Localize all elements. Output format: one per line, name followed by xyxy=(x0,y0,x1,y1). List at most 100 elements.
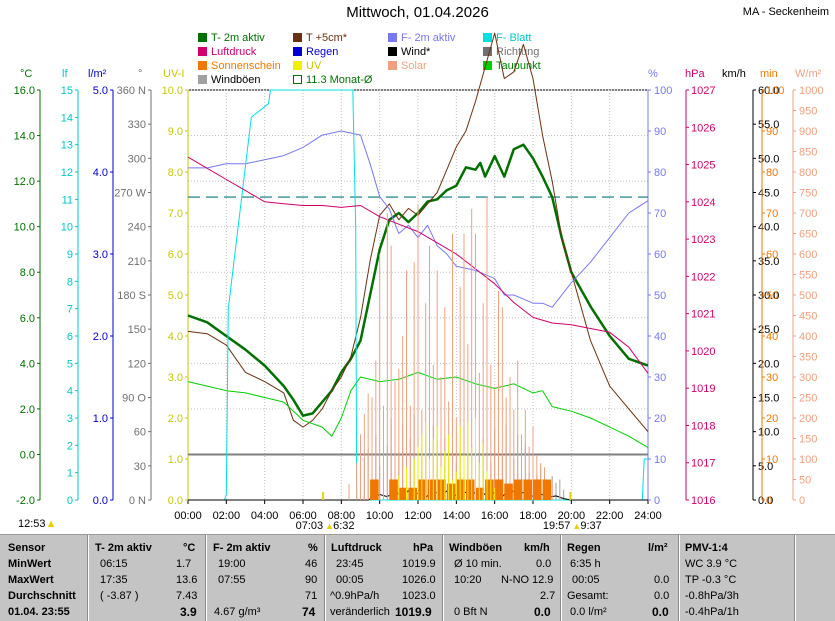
legend-swatch xyxy=(293,33,302,42)
axis-tick-label: 50.0 xyxy=(758,153,779,165)
axis-tick-label: 10.0 xyxy=(162,85,183,97)
axis-tick-label: 10.0 xyxy=(758,427,779,439)
sunset-tail: 9:37 xyxy=(580,520,601,532)
divider xyxy=(206,535,207,621)
axis-tick-label: 1016 xyxy=(691,495,715,507)
axis-unit-label: UV-I xyxy=(163,68,185,80)
legend-item: Sonnenschein xyxy=(198,60,281,72)
x-tick-label: 14:00 xyxy=(443,510,471,522)
bar-Sonnenschein xyxy=(389,479,398,500)
press-current-value: 1019.9 xyxy=(395,605,432,619)
axis-tick-label: 4.0 xyxy=(20,358,35,370)
bar-Sonnenschein xyxy=(370,479,379,500)
axis-tick-label: 70 xyxy=(766,208,778,220)
press-trend-3h: -0.8hPa/3h xyxy=(685,590,739,602)
axis-tick-label: 10 xyxy=(654,454,666,466)
legend-item: Taupunkt xyxy=(483,60,541,72)
axis-tick-label: 13 xyxy=(61,140,73,152)
axis-tick-label: 180 S xyxy=(117,290,146,302)
axis-tick-label: 1018 xyxy=(691,420,715,432)
axis-tick-label: 12 xyxy=(61,167,73,179)
hum-header: F- 2m aktiv xyxy=(213,542,271,554)
current-timestamp: 01.04. 23:55 xyxy=(8,606,70,618)
axis-tick-label: 50 xyxy=(654,290,666,302)
axis-tick-label: 1026 xyxy=(691,122,715,134)
legend-label: UV xyxy=(306,60,322,72)
gust-max-time: 10:20 xyxy=(454,574,482,586)
axis-tick-label: 90 O xyxy=(122,393,146,405)
chart-title: Mittwoch, 01.04.2026 xyxy=(346,4,489,21)
sun-icon: ▲ xyxy=(45,518,57,530)
axis-tick-label: 210 xyxy=(128,256,146,268)
gust-max-direction: N-NO xyxy=(501,574,530,586)
axis-tick-label: 500 xyxy=(799,290,817,302)
gust-beaufort: 0 Bft N xyxy=(454,606,488,618)
hum-absolute: 4.67 g/m³ xyxy=(214,606,261,618)
legend-swatch xyxy=(293,61,302,70)
axis-tick-label: 4.0 xyxy=(168,331,183,343)
gust-avg-value: 2.7 xyxy=(540,590,556,602)
axis-tick-label: 15.0 xyxy=(758,393,779,405)
legend-label: 11.3 Monat-Ø xyxy=(306,74,373,86)
divider xyxy=(88,535,89,621)
axis-tick-label: 6 xyxy=(67,331,73,343)
axis-tick-label: 0.0 xyxy=(20,449,35,461)
axis-tick-label: 80 xyxy=(766,167,778,179)
axis-tick-label: 400 xyxy=(799,331,817,343)
hum-max-time: 07:55 xyxy=(218,574,246,586)
axis-unit-label: % xyxy=(648,68,658,80)
axis-tick-label: 150 xyxy=(799,434,817,446)
legend-item: F- Blatt xyxy=(483,32,531,44)
axis-tick-label: 850 xyxy=(799,147,817,159)
hum-avg-value: 71 xyxy=(305,590,318,602)
maxwert-label: MaxWert xyxy=(8,574,54,586)
axis-tick-label: 40.0 xyxy=(758,222,779,234)
axis-tick-label: 10 xyxy=(766,454,778,466)
axis-tick-label: 2.0 xyxy=(20,404,35,416)
legend-label: F- 2m aktiv xyxy=(401,32,456,44)
axis-tick-label: 2.0 xyxy=(168,413,183,425)
minwert-label: MinWert xyxy=(8,558,52,570)
hum-unit: % xyxy=(308,542,318,554)
x-tick-label: 00:00 xyxy=(174,510,202,522)
axis-tick-label: 20 xyxy=(766,413,778,425)
legend-swatch xyxy=(198,75,207,84)
axis-tick-label: -2.0 xyxy=(16,495,35,507)
axis-tick-label: 8.0 xyxy=(168,167,183,179)
rain-current-value: 0.0 xyxy=(652,605,669,619)
temp-min-time: 06:15 xyxy=(100,558,128,570)
axis-tick-label: 950 xyxy=(799,106,817,118)
sunrise-time: 07:03 xyxy=(296,520,324,532)
axis-tick-label: 750 xyxy=(799,188,817,200)
axis-unit-label: W/m² xyxy=(795,68,822,80)
axis-unit-label: ° xyxy=(138,68,143,80)
axis-tick-label: 1021 xyxy=(691,309,715,321)
axis-tick-label: 800 xyxy=(799,167,817,179)
x-tick-label: 06:00 xyxy=(289,510,317,522)
axis-tick-label: 1 xyxy=(67,468,73,480)
axis-tick-label: 7.0 xyxy=(168,208,183,220)
bar-Sonnenschein xyxy=(446,483,456,500)
legend-label: Luftdruck xyxy=(211,46,257,58)
press-max-value: 1026.0 xyxy=(402,574,436,586)
axis-tick-label: 12.0 xyxy=(14,176,35,188)
series-line-T +5cm* xyxy=(187,32,649,433)
rain-header: Regen xyxy=(567,542,601,554)
temp-unit: °C xyxy=(183,542,196,554)
axis-tick-label: 0 N xyxy=(129,495,146,507)
legend-label: Regen xyxy=(306,46,339,58)
axis-tick-label: 7 xyxy=(67,304,73,316)
legend-swatch xyxy=(483,61,492,70)
rain-duration: 6:35 h xyxy=(570,558,601,570)
legend-label: F- Blatt xyxy=(496,32,532,44)
x-tick-label: 22:00 xyxy=(596,510,624,522)
x-tick-label: 16:00 xyxy=(481,510,509,522)
press-header: Luftdruck xyxy=(331,542,382,554)
legend-item: Wind* xyxy=(388,46,430,58)
legend-label: T +5cm* xyxy=(306,32,348,44)
press-max-time: 00:05 xyxy=(336,574,364,586)
axis-tick-label: 60 xyxy=(766,249,778,261)
axis-tick-label: 1027 xyxy=(691,85,715,97)
axis-unit-label: lf xyxy=(62,68,68,80)
axis-tick-label: 14 xyxy=(61,112,73,124)
